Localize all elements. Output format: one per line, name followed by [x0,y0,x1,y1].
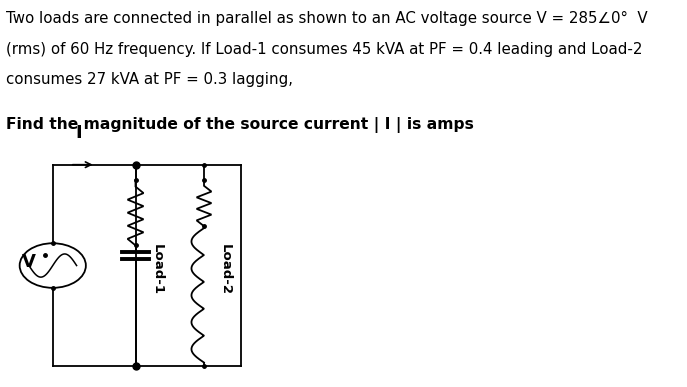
Text: V: V [22,253,36,271]
Text: Find the magnitude of the source current | I | is amps: Find the magnitude of the source current… [6,116,474,133]
Text: (rms) of 60 Hz frequency. If Load-1 consumes 45 kVA at PF = 0.4 leading and Load: (rms) of 60 Hz frequency. If Load-1 cons… [6,42,642,57]
Text: consumes 27 kVA at PF = 0.3 lagging,: consumes 27 kVA at PF = 0.3 lagging, [6,72,293,87]
Text: Load-1: Load-1 [150,244,164,295]
Text: I: I [75,123,82,142]
Text: Load-2: Load-2 [219,244,232,295]
Text: Two loads are connected in parallel as shown to an AC voltage source V = 285∠0° : Two loads are connected in parallel as s… [6,11,648,26]
